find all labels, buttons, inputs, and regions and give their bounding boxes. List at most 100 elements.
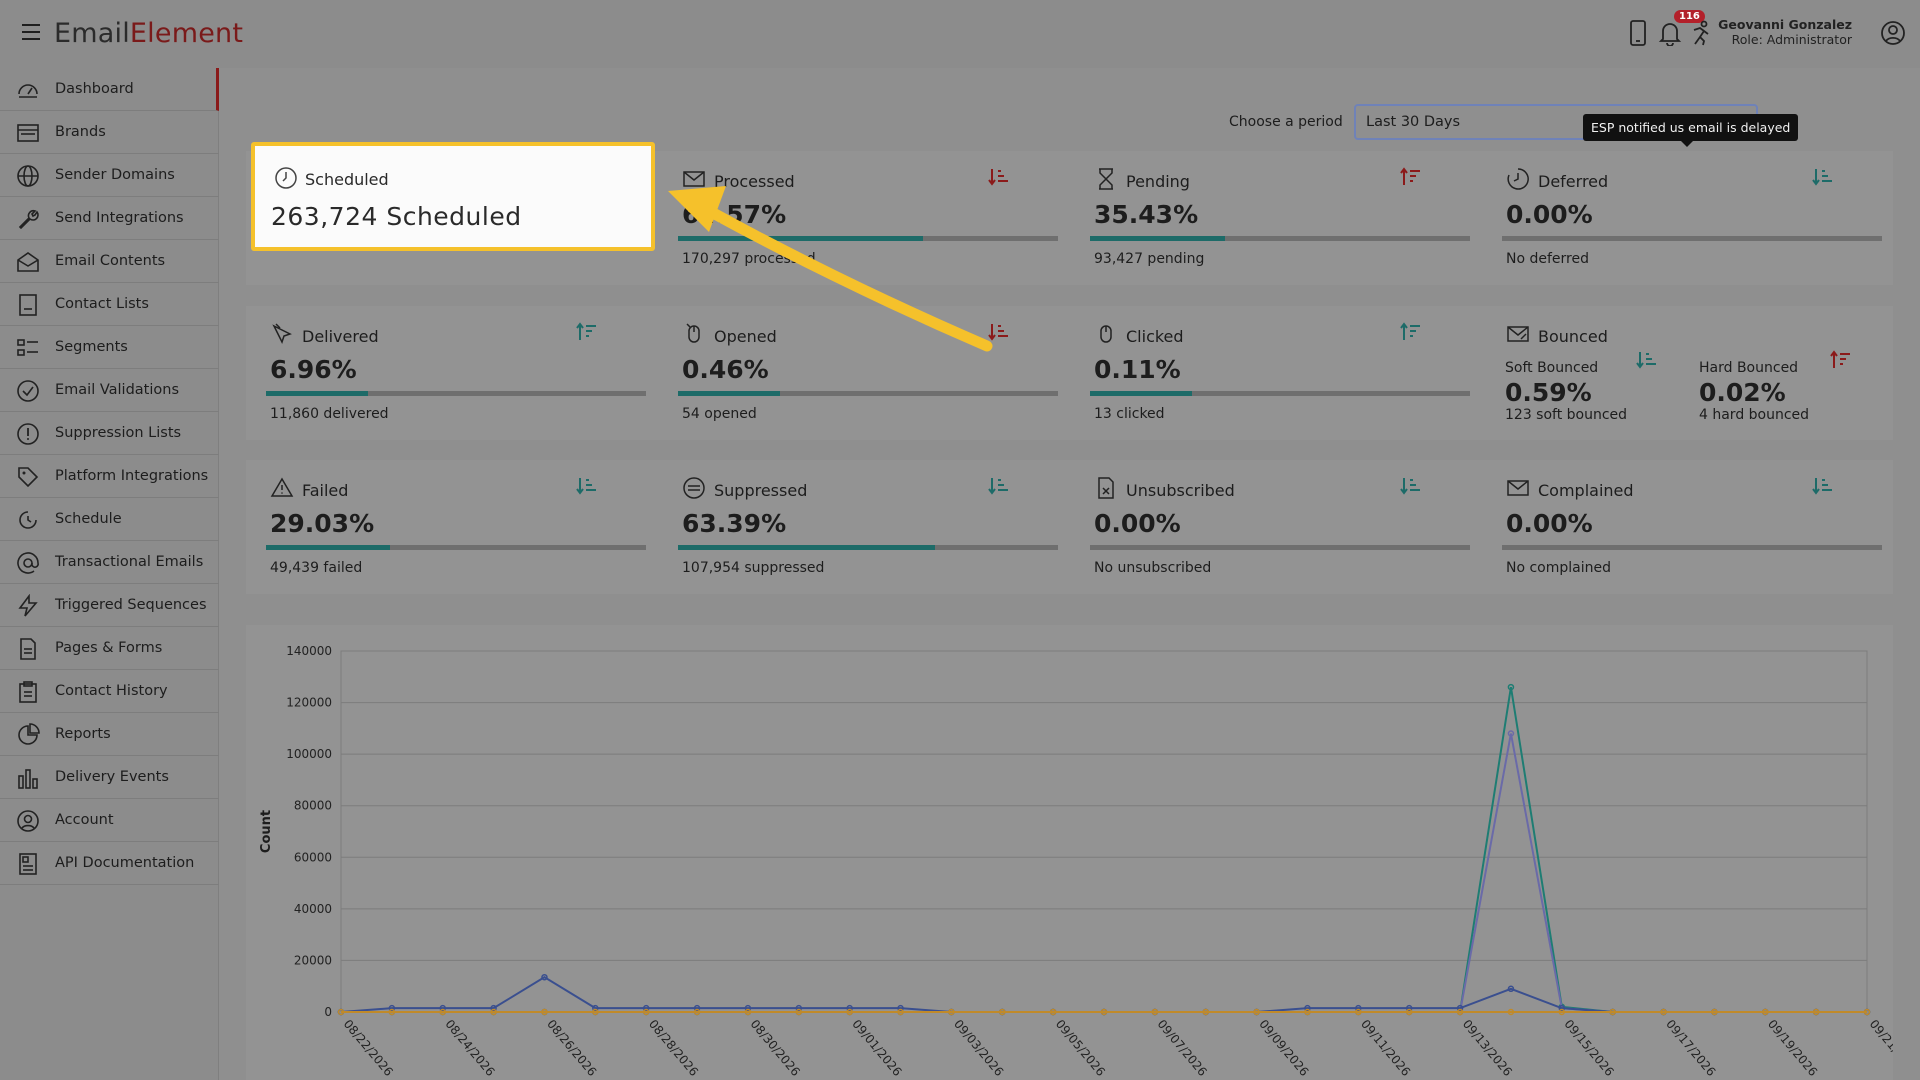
sidebar-item-dashboard[interactable]: Dashboard	[0, 68, 219, 111]
at-sign-icon	[17, 552, 39, 574]
mobile-phone-icon[interactable]	[1628, 20, 1648, 46]
sidebar: Dashboard Brands Sender Domains Send Integr…	[0, 68, 219, 1080]
user-avatar-icon[interactable]	[1880, 20, 1906, 46]
sort-descending-icon[interactable]	[1812, 476, 1834, 496]
sidebar-item-email-contents[interactable]: Email Contents	[0, 240, 219, 283]
failed-card[interactable]: Failed 29.03% 49,439 failed	[246, 460, 646, 594]
sidebar-item-send-integrations[interactable]: Send Integrations	[0, 197, 219, 240]
running-person-icon[interactable]	[1688, 20, 1714, 46]
progress-bar	[1090, 545, 1470, 550]
sort-descending-icon[interactable]	[576, 476, 598, 496]
user-role: Role: Administrator	[1731, 32, 1852, 47]
card-subtext: 49,439 failed	[270, 560, 363, 576]
data-point	[1507, 730, 1515, 737]
sidebar-item-email-validations[interactable]: Email Validations	[0, 369, 219, 412]
sidebar-item-brands[interactable]: Brands	[0, 111, 219, 154]
data-point	[795, 1008, 803, 1016]
sidebar-item-sender-domains[interactable]: Sender Domains	[0, 154, 219, 197]
data-point	[1660, 1008, 1667, 1016]
sort-descending-icon[interactable]	[1812, 167, 1834, 187]
document-x-icon	[1098, 477, 1114, 499]
sidebar-item-transactional-emails[interactable]: Transactional Emails	[0, 541, 219, 584]
sidebar-item-label: Reports	[55, 726, 111, 742]
notification-badge: 116	[1674, 10, 1705, 23]
lightning-icon	[18, 594, 38, 617]
processed-card[interactable]: Processed 64.57% 170,297 processed	[658, 151, 1058, 285]
brands-icon	[17, 124, 39, 142]
data-point	[337, 1008, 345, 1016]
sort-descending-icon[interactable]	[988, 322, 1010, 342]
sort-ascending-icon[interactable]	[1400, 167, 1422, 187]
sidebar-item-suppression-lists[interactable]: Suppression Lists	[0, 412, 219, 455]
card-title: Suppressed	[714, 481, 808, 500]
data-point	[1304, 1004, 1311, 1012]
x-tick-label: 09/17/2026	[1663, 1017, 1718, 1079]
card-title: Pending	[1126, 172, 1190, 191]
y-tick-label: 0	[324, 1005, 332, 1019]
data-point	[897, 1008, 904, 1016]
sort-descending-icon[interactable]	[1636, 350, 1658, 370]
y-tick-label: 40000	[294, 902, 332, 916]
data-point	[1558, 1008, 1566, 1016]
sort-ascending-icon[interactable]	[1830, 350, 1852, 370]
data-point	[846, 1004, 853, 1012]
sidebar-item-api-documentation[interactable]: API Documentation	[0, 842, 219, 885]
hamburger-menu-icon[interactable]	[22, 24, 40, 40]
bell-icon[interactable]	[1658, 20, 1682, 46]
soft-bounced-percent: 0.59%	[1505, 378, 1592, 407]
complained-card[interactable]: Complained 0.00% No complained	[1482, 460, 1882, 594]
clock-icon	[275, 167, 297, 189]
sidebar-item-contact-lists[interactable]: Contact Lists	[0, 283, 219, 326]
unsubscribed-card[interactable]: Unsubscribed 0.00% No unsubscribed	[1070, 460, 1470, 594]
period-label: Choose a period	[1229, 114, 1343, 130]
data-point	[490, 1004, 497, 1012]
sort-descending-icon[interactable]	[1400, 476, 1422, 496]
scheduled-value: 263,724 Scheduled	[271, 202, 522, 231]
sidebar-item-delivery-events[interactable]: Delivery Events	[0, 756, 219, 799]
card-percent: 0.46%	[682, 355, 769, 384]
exclamation-circle-icon	[17, 423, 39, 445]
sort-ascending-icon[interactable]	[1400, 322, 1422, 342]
bounced-card[interactable]: Bounced Soft Bounced 0.59% 123 soft boun…	[1482, 306, 1893, 440]
sidebar-item-account[interactable]: Account	[0, 799, 219, 842]
sort-ascending-icon[interactable]	[576, 322, 598, 342]
sort-descending-icon[interactable]	[988, 476, 1010, 496]
data-point	[1100, 1008, 1108, 1016]
card-title: Clicked	[1126, 327, 1184, 346]
sidebar-item-label: Account	[55, 812, 114, 828]
stats-row-2	[246, 306, 1893, 440]
sidebar-item-platform-integrations[interactable]: Platform Integrations	[0, 455, 219, 498]
soft-bounced: Soft Bounced 0.59% 123 soft bounced	[1505, 360, 1627, 423]
clicked-card[interactable]: Clicked 0.11% 13 clicked	[1070, 306, 1470, 440]
data-point	[744, 1004, 752, 1012]
card-subtext: 11,860 delivered	[270, 406, 389, 422]
sort-descending-icon[interactable]	[988, 167, 1010, 187]
mouse-pointer-icon	[686, 323, 700, 343]
envelope-icon	[683, 171, 705, 187]
wrench-icon	[18, 209, 39, 230]
card-title: Deferred	[1538, 172, 1609, 191]
sidebar-item-schedule[interactable]: Schedule	[0, 498, 219, 541]
schedule-clock-icon	[19, 511, 37, 529]
pending-card[interactable]: Pending 35.43% 93,427 pending	[1070, 151, 1470, 285]
data-point	[592, 1004, 599, 1012]
logo[interactable]: EmailElement	[54, 18, 244, 49]
soft-bounced-label: Soft Bounced	[1505, 360, 1599, 376]
delivered-card[interactable]: Delivered 6.96% 11,860 delivered	[246, 306, 646, 440]
card-subtext: 93,427 pending	[1094, 251, 1205, 267]
progress-bar	[266, 391, 646, 396]
sidebar-item-pages-forms[interactable]: Pages & Forms	[0, 627, 219, 670]
suppressed-card[interactable]: Suppressed 63.39% 107,954 suppressed	[658, 460, 1058, 594]
scheduled-card[interactable]: Scheduled 263,724 Scheduled	[251, 142, 655, 251]
sidebar-item-reports[interactable]: Reports	[0, 713, 219, 756]
data-point	[642, 1004, 650, 1012]
hard-bounced-percent: 0.02%	[1699, 378, 1786, 407]
opened-card[interactable]: Opened 0.46% 54 opened	[658, 306, 1058, 440]
sidebar-item-triggered-sequences[interactable]: Triggered Sequences	[0, 584, 219, 627]
sidebar-item-contact-history[interactable]: Contact History	[0, 670, 219, 713]
sidebar-item-segments[interactable]: Segments	[0, 326, 219, 369]
x-tick-label: 08/22/2026	[341, 1017, 396, 1079]
deferred-card[interactable]: Deferred 0.00% No deferred	[1482, 151, 1882, 285]
x-tick-label: 09/13/2026	[1460, 1017, 1515, 1079]
data-point	[1355, 1004, 1362, 1012]
